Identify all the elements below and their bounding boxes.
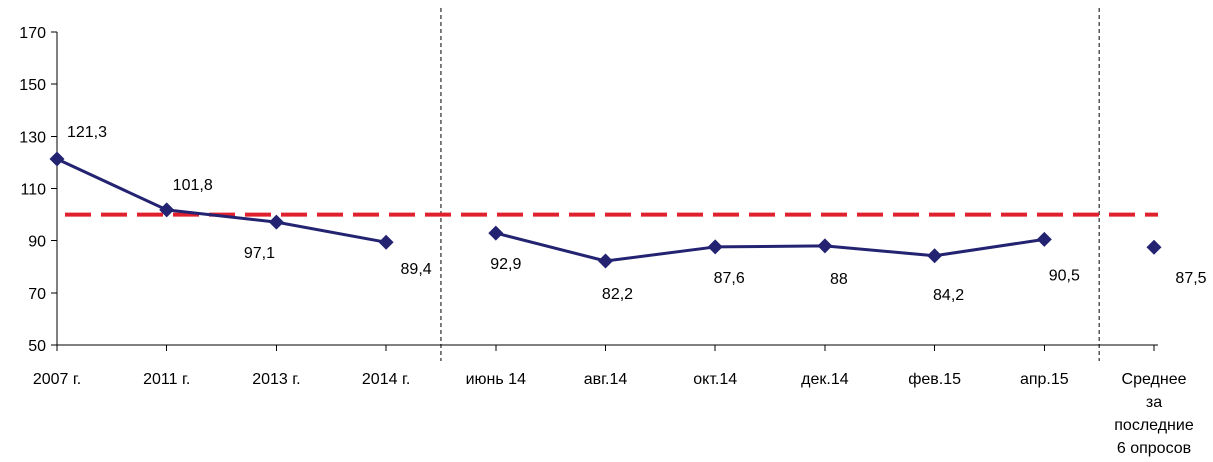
data-point-marker [49,151,65,167]
data-label: 88 [830,271,848,288]
x-tick-label: 2011 г. [143,371,190,388]
series-group [49,151,1162,269]
x-tick-label-line: окт.14 [693,371,737,388]
data-point-marker [268,214,284,230]
data-label: 82,2 [602,286,633,303]
data-point-marker [598,253,613,269]
x-tick-label-line: за [1146,394,1162,411]
data-point-marker [159,202,175,218]
data-point-marker [488,225,504,241]
data-label: 101,8 [173,177,213,194]
x-tick-label: апр.15 [1020,371,1069,388]
data-label: 87,5 [1175,270,1206,287]
x-tick-label-line: фев.15 [908,371,961,388]
x-tick-label: июнь 14 [466,371,526,388]
x-tick-label: авг.14 [584,371,628,388]
data-point-marker [378,234,394,250]
y-tick-label: 90 [28,234,46,251]
period-separators [440,8,1100,361]
x-tick-label-line: дек.14 [801,371,849,388]
data-labels: 121,3 101,8 97,1 89,4 92,9 82,2 87,6 88 84,2 90,5… [67,124,1207,304]
y-tick-label: 130 [19,129,46,146]
y-tick-label: 170 [19,25,46,42]
x-tick-label-line: 2013 г. [252,371,300,388]
series-line [56,157,387,244]
data-label: 90,5 [1049,267,1080,284]
x-tick-label-line: авг.14 [584,371,628,388]
x-tick-label-line: 2007 г. [33,371,81,388]
x-tick-label-line: 6 опросов [1117,440,1191,457]
data-label: 84,2 [933,287,964,304]
data-label: 121,3 [67,124,107,141]
data-point-marker [817,238,833,254]
y-tick-label: 110 [20,182,46,199]
data-label: 87,6 [714,270,745,287]
x-tick-label-line: последние [1114,417,1194,434]
data-point-marker [1036,231,1052,247]
y-tick-label: 50 [28,338,46,355]
data-point-marker [927,248,943,264]
x-tick-label: 2014 г. [362,371,410,388]
y-tick-label: 70 [28,286,46,303]
x-tick-label-line: июнь 14 [466,371,526,388]
x-tick-label: окт.14 [693,371,737,388]
x-tick-label-line: 2011 г. [143,371,190,388]
series-line [495,231,1045,263]
x-tick-label: дек.14 [801,371,849,388]
x-tick-label-line: апр.15 [1020,371,1069,388]
x-tick-label: фев.15 [908,371,961,388]
data-label: 97,1 [244,245,275,262]
data-point-marker [1146,239,1162,255]
data-point-marker [707,239,723,255]
x-tick-label-line: 2014 г. [362,371,410,388]
x-tick-label: 2007 г. [33,371,81,388]
data-label: 92,9 [490,256,521,273]
axes: 50 70 90 110 130 150 170 2007 г. 2011 г. 2013 г. 2… [19,25,1194,457]
x-tick-label: Среднее за последние 6 опросов [1114,371,1194,457]
x-tick-label-line: Среднее [1122,371,1187,388]
y-tick-label: 150 [19,77,46,94]
data-label: 89,4 [401,261,432,278]
x-tick-label: 2013 г. [252,371,300,388]
